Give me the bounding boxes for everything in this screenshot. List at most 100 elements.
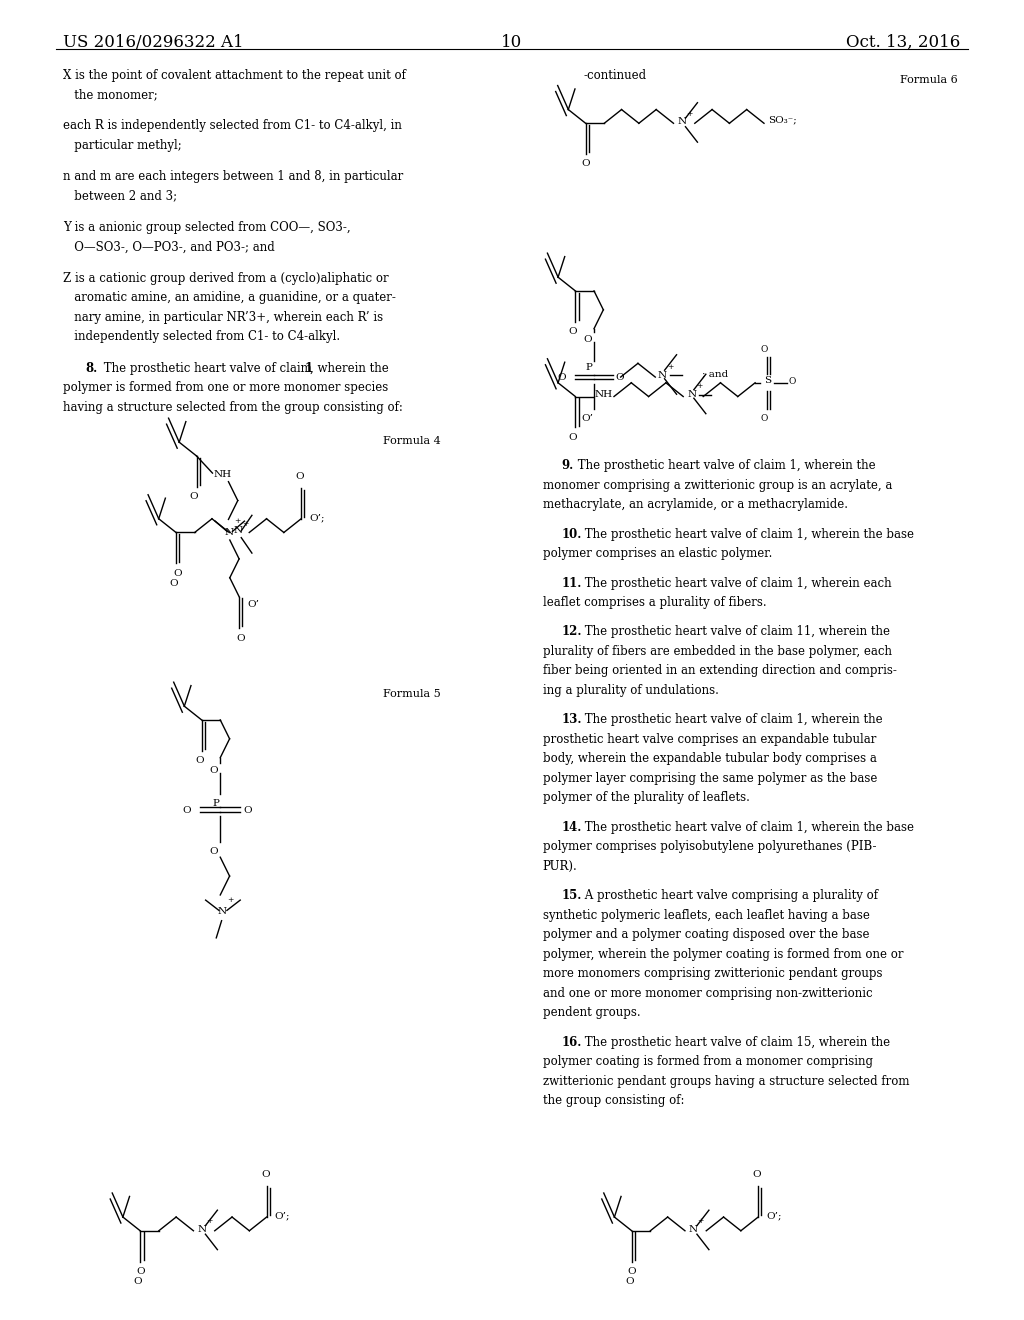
Text: more monomers comprising zwitterionic pendant groups: more monomers comprising zwitterionic pe…	[543, 968, 883, 981]
Text: PUR).: PUR).	[543, 859, 578, 873]
Text: 9.: 9.	[561, 459, 573, 473]
Text: O: O	[296, 473, 304, 480]
Text: O: O	[209, 847, 218, 855]
Text: methacrylate, an acrylamide, or a methacrylamide.: methacrylate, an acrylamide, or a methac…	[543, 499, 848, 511]
Text: leaflet comprises a plurality of fibers.: leaflet comprises a plurality of fibers.	[543, 597, 766, 609]
Text: O: O	[209, 766, 218, 775]
Text: O’: O’	[582, 414, 593, 424]
Text: synthetic polymeric leaflets, each leaflet having a base: synthetic polymeric leaflets, each leafl…	[543, 908, 869, 921]
Text: The prosthetic heart valve of claim 1, wherein each: The prosthetic heart valve of claim 1, w…	[582, 577, 892, 590]
Text: 8.: 8.	[85, 362, 97, 375]
Text: O: O	[261, 1171, 269, 1179]
Text: polymer layer comprising the same polymer as the base: polymer layer comprising the same polyme…	[543, 772, 878, 785]
Text: O—SO3-, O—PO3-, and PO3-; and: O—SO3-, O—PO3-, and PO3-; and	[63, 240, 275, 253]
Text: O: O	[582, 160, 590, 169]
Text: ing a plurality of undulations.: ing a plurality of undulations.	[543, 684, 719, 697]
Text: O: O	[753, 1171, 761, 1179]
Text: O: O	[189, 492, 199, 502]
Text: +: +	[686, 110, 692, 117]
Text: prosthetic heart valve comprises an expandable tubular: prosthetic heart valve comprises an expa…	[543, 733, 877, 746]
Text: X is the point of covalent attachment to the repeat unit of: X is the point of covalent attachment to…	[63, 69, 407, 82]
Text: Formula 4: Formula 4	[383, 436, 440, 446]
Text: -continued: -continued	[584, 69, 647, 82]
Text: O: O	[625, 1278, 634, 1286]
Text: O: O	[195, 756, 204, 766]
Text: Formula 6: Formula 6	[900, 75, 957, 86]
Text: +: +	[697, 1217, 703, 1225]
Text: independently selected from C1- to C4-alkyl.: independently selected from C1- to C4-al…	[63, 330, 341, 343]
Text: N: N	[678, 117, 687, 127]
Text: O: O	[557, 374, 566, 381]
Text: fiber being oriented in an extending direction and compris-: fiber being oriented in an extending dir…	[543, 664, 897, 677]
Text: O’;: O’;	[274, 1212, 290, 1221]
Text: particular methyl;: particular methyl;	[63, 139, 182, 152]
Text: 13.: 13.	[561, 713, 582, 726]
Text: pendent groups.: pendent groups.	[543, 1006, 640, 1019]
Text: N: N	[224, 528, 233, 537]
Text: zwitterionic pendant groups having a structure selected from: zwitterionic pendant groups having a str…	[543, 1074, 909, 1088]
Text: 16.: 16.	[561, 1036, 582, 1048]
Text: Formula 5: Formula 5	[383, 689, 440, 700]
Text: +: +	[206, 1217, 212, 1225]
Text: the group consisting of:: the group consisting of:	[543, 1094, 684, 1107]
Text: O: O	[568, 433, 578, 442]
Text: n and m are each integers between 1 and 8, in particular: n and m are each integers between 1 and …	[63, 170, 403, 183]
Text: P: P	[213, 799, 220, 808]
Text: O: O	[568, 327, 578, 337]
Text: 1: 1	[304, 362, 312, 375]
Text: SO₃⁻;: SO₃⁻;	[768, 115, 797, 124]
Text: 10.: 10.	[561, 528, 582, 541]
Text: between 2 and 3;: between 2 and 3;	[63, 190, 177, 203]
Text: O: O	[628, 1267, 636, 1276]
Text: O’;: O’;	[309, 513, 325, 523]
Text: N: N	[233, 527, 243, 536]
Text: polymer is formed from one or more monomer species: polymer is formed from one or more monom…	[63, 381, 389, 395]
Text: 12.: 12.	[561, 626, 582, 639]
Text: O’;: O’;	[766, 1212, 781, 1221]
Text: S: S	[765, 376, 771, 384]
Text: +: +	[668, 363, 674, 371]
Text: N: N	[689, 1225, 698, 1234]
Text: O’: O’	[247, 601, 259, 609]
Text: 14.: 14.	[561, 821, 582, 834]
Text: Oct. 13, 2016: Oct. 13, 2016	[846, 34, 961, 51]
Text: The prosthetic heart valve of claim: The prosthetic heart valve of claim	[100, 362, 315, 375]
Text: +: +	[242, 520, 248, 528]
Text: O: O	[237, 635, 245, 643]
Text: The prosthetic heart valve of claim 1, wherein the base: The prosthetic heart valve of claim 1, w…	[582, 528, 914, 541]
Text: monomer comprising a zwitterionic group is an acrylate, a: monomer comprising a zwitterionic group …	[543, 479, 892, 492]
Text: N: N	[687, 391, 696, 400]
Text: polymer, wherein the polymer coating is formed from one or: polymer, wherein the polymer coating is …	[543, 948, 903, 961]
Text: 15.: 15.	[561, 890, 582, 902]
Text: O: O	[788, 376, 796, 385]
Text: nary amine, in particular NR’3+, wherein each R’ is: nary amine, in particular NR’3+, wherein…	[63, 312, 384, 323]
Text: The prosthetic heart valve of claim 11, wherein the: The prosthetic heart valve of claim 11, …	[582, 626, 890, 639]
Text: , wherein the: , wherein the	[310, 362, 389, 375]
Text: O: O	[243, 805, 252, 814]
Text: O: O	[133, 1278, 142, 1286]
Text: polymer coating is formed from a monomer comprising: polymer coating is formed from a monomer…	[543, 1055, 872, 1068]
Text: polymer comprises an elastic polymer.: polymer comprises an elastic polymer.	[543, 548, 772, 560]
Text: US 2016/0296322 A1: US 2016/0296322 A1	[63, 34, 244, 51]
Text: polymer of the plurality of leaflets.: polymer of the plurality of leaflets.	[543, 792, 750, 804]
Text: O: O	[615, 374, 624, 381]
Text: O: O	[761, 413, 768, 422]
Text: +: +	[227, 896, 233, 904]
Text: NH: NH	[214, 470, 232, 479]
Text: O: O	[173, 569, 182, 578]
Text: O: O	[169, 578, 178, 587]
Text: The prosthetic heart valve of claim 1, wherein the: The prosthetic heart valve of claim 1, w…	[574, 459, 877, 473]
Text: body, wherein the expandable tubular body comprises a: body, wherein the expandable tubular bod…	[543, 752, 877, 766]
Text: and one or more monomer comprising non-zwitterionic: and one or more monomer comprising non-z…	[543, 987, 872, 999]
Text: each R is independently selected from C1- to C4-alkyl, in: each R is independently selected from C1…	[63, 119, 402, 132]
Text: The prosthetic heart valve of claim 1, wherein the: The prosthetic heart valve of claim 1, w…	[582, 713, 883, 726]
Text: O: O	[583, 335, 592, 343]
Text: N: N	[658, 371, 667, 380]
Text: O: O	[761, 345, 768, 354]
Text: +: +	[234, 517, 241, 525]
Text: ; and: ; and	[701, 370, 728, 378]
Text: plurality of fibers are embedded in the base polymer, each: plurality of fibers are embedded in the …	[543, 645, 892, 657]
Text: 11.: 11.	[561, 577, 582, 590]
Text: the monomer;: the monomer;	[63, 88, 159, 102]
Text: A prosthetic heart valve comprising a plurality of: A prosthetic heart valve comprising a pl…	[582, 890, 879, 902]
